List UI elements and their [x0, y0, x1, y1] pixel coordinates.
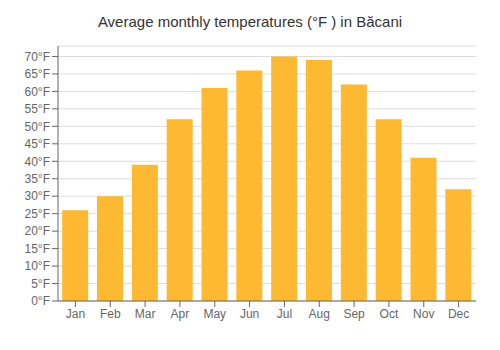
svg-text:45°F: 45°F — [25, 137, 50, 151]
html-text:Average monthly temperatures (: Average monthly temperatures (°F ) in Bă… — [97, 13, 403, 30]
svg-text:30°F: 30°F — [25, 189, 50, 203]
svg-text:40°F: 40°F — [25, 155, 50, 169]
svg-text:20°F: 20°F — [25, 224, 50, 238]
svg-text:Apr: Apr — [171, 307, 190, 321]
svg-text:0°F: 0°F — [31, 294, 50, 308]
svg-text:Nov: Nov — [413, 307, 434, 321]
svg-text:Jul: Jul — [277, 307, 292, 321]
svg-text:65°F: 65°F — [25, 67, 50, 81]
svg-text:55°F: 55°F — [25, 102, 50, 116]
svg-text:Aug: Aug — [309, 307, 330, 321]
svg-text:70°F: 70°F — [25, 50, 50, 64]
svg-text:Feb: Feb — [100, 307, 121, 321]
svg-text:35°F: 35°F — [25, 172, 50, 186]
svg-text:5°F: 5°F — [31, 277, 50, 291]
svg-text:15°F: 15°F — [25, 242, 50, 256]
svg-text:25°F: 25°F — [25, 207, 50, 221]
svg-text:Mar: Mar — [135, 307, 156, 321]
svg-text:Jun: Jun — [240, 307, 259, 321]
svg-text:Jan: Jan — [66, 307, 85, 321]
svg-text:50°F: 50°F — [25, 120, 50, 134]
svg-text:Oct: Oct — [380, 307, 399, 321]
svg-text:60°F: 60°F — [25, 85, 50, 99]
svg-text:Sep: Sep — [343, 307, 365, 321]
svg-text:Dec: Dec — [448, 307, 469, 321]
svg-text:10°F: 10°F — [25, 259, 50, 273]
svg-text:May: May — [203, 307, 226, 321]
